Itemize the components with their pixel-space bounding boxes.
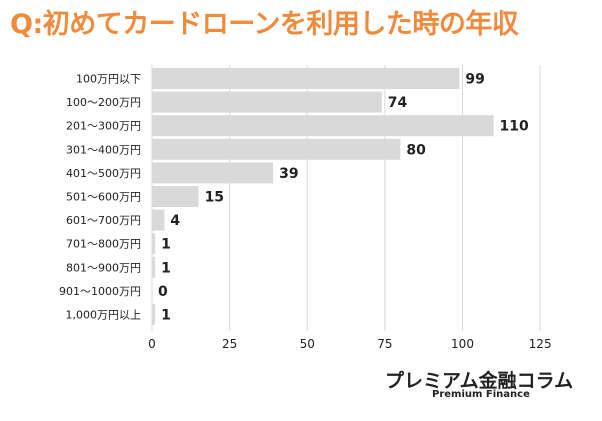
bar-5 bbox=[152, 186, 199, 207]
x-tick-label: 75 bbox=[377, 337, 392, 351]
category-label: 501～600万円 bbox=[66, 191, 141, 204]
brand-name: プレミアム金融コラム bbox=[385, 370, 574, 392]
value-label: 74 bbox=[388, 95, 408, 111]
value-label: 4 bbox=[170, 213, 180, 229]
x-tick-label: 50 bbox=[300, 337, 315, 351]
bar-10 bbox=[152, 304, 156, 325]
category-label: 100～200万円 bbox=[66, 96, 141, 109]
category-label: 201～300万円 bbox=[66, 120, 141, 133]
value-label: 15 bbox=[205, 190, 224, 206]
value-label: 110 bbox=[500, 119, 529, 135]
bar-0 bbox=[152, 68, 460, 89]
category-label: 100万円以下 bbox=[76, 73, 141, 86]
value-label: 1 bbox=[161, 260, 171, 276]
value-label: 1 bbox=[161, 237, 171, 253]
chart-title: Q:初めてカードローンを利用した時の年収 bbox=[10, 9, 519, 40]
category-label: 401～500万円 bbox=[66, 167, 141, 180]
bar-8 bbox=[152, 256, 156, 278]
bar-2 bbox=[152, 115, 494, 137]
value-label: 80 bbox=[406, 142, 426, 158]
category-label: 601～700万円 bbox=[66, 214, 141, 227]
x-tick-label: 0 bbox=[148, 337, 156, 351]
brand-subtitle: Premium Finance bbox=[432, 389, 530, 400]
category-label: 901～1000万円 bbox=[59, 285, 141, 298]
bar-7 bbox=[152, 233, 156, 255]
x-tick-label: 125 bbox=[529, 337, 552, 351]
label-layer: 0 25 50 75 100 125 100万円以下 99 100～200万円 74 201～300… bbox=[59, 72, 552, 352]
category-label: 701～800万円 bbox=[66, 238, 141, 251]
bar-4 bbox=[152, 162, 274, 184]
value-label: 99 bbox=[465, 72, 484, 88]
value-label: 39 bbox=[279, 166, 298, 182]
category-label: 1,000万円以上 bbox=[66, 309, 142, 322]
value-label: 0 bbox=[158, 284, 168, 300]
bar-3 bbox=[152, 138, 401, 160]
category-label: 301～400万円 bbox=[66, 143, 141, 156]
bar-1 bbox=[152, 91, 382, 113]
x-tick-label: 25 bbox=[222, 337, 237, 351]
value-label: 1 bbox=[161, 308, 171, 324]
category-label: 801～900万円 bbox=[66, 261, 141, 274]
bar-6 bbox=[152, 209, 165, 231]
bar-layer bbox=[152, 68, 494, 325]
x-tick-label: 100 bbox=[451, 337, 474, 351]
